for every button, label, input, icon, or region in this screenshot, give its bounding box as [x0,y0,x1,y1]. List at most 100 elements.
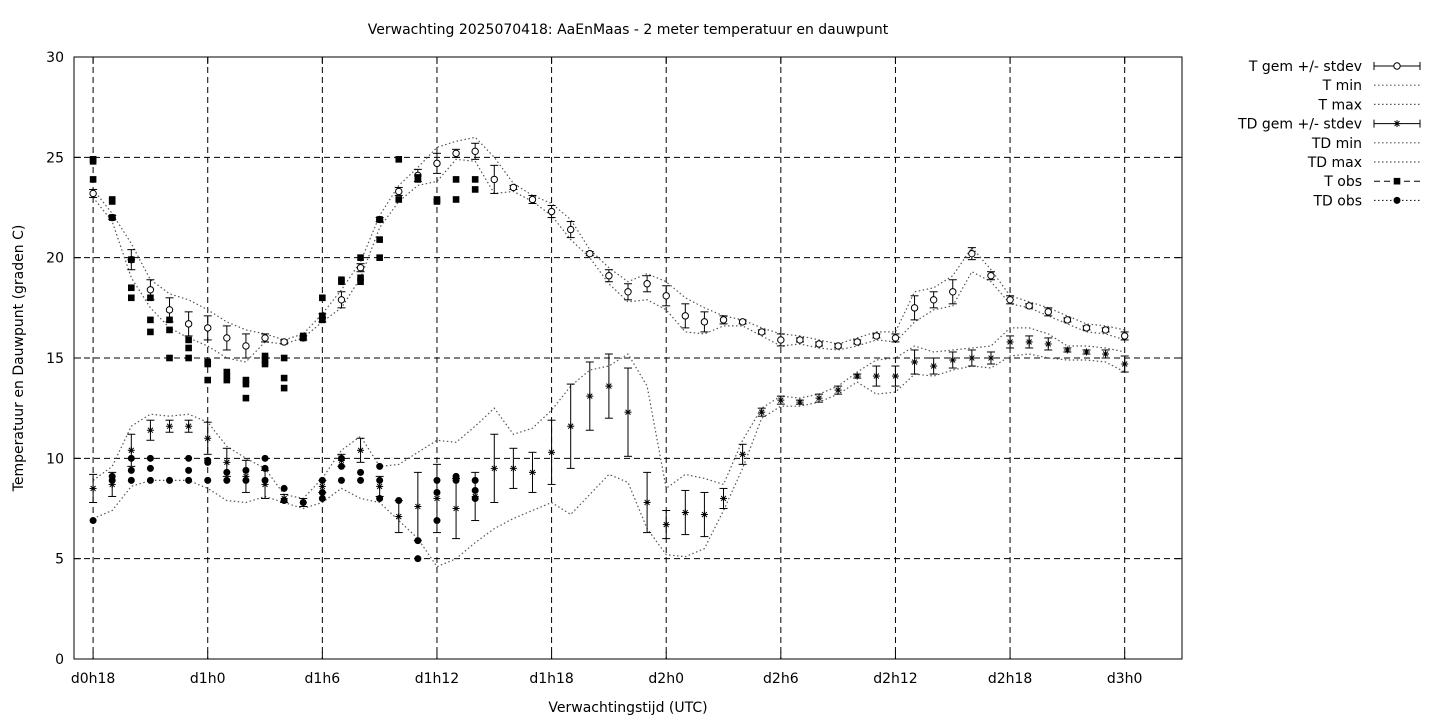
t-obs-point [376,216,383,223]
t-gem-stdev-point [662,292,670,300]
td-gem-stdev-point [1121,361,1128,367]
t-gem-stdev-point [929,296,938,304]
td-obs-point [337,462,345,470]
td-gem-stdev-point [797,399,803,405]
t-gem-stdev-point [433,159,441,168]
t-gem-stdev-point [1120,332,1129,340]
td-gem-stdev-point [434,495,440,502]
t-obs-point [280,384,288,392]
legend-label-td-min: TD min [1311,136,1362,152]
td-gem-stdev-point [854,373,861,379]
t-max-line [92,136,1125,345]
t-gem-stdev-point [777,336,785,344]
td-gem-stdev-point [1007,339,1013,345]
x-tick-label: d1h6 [305,671,341,687]
legend-label-t-min: T min [1322,78,1362,94]
td-gem-stdev-point [892,373,899,379]
t-obs-point [185,344,192,352]
t-obs-point [204,358,212,366]
t-obs-point [147,294,154,302]
t-gem-stdev-point [337,296,346,304]
t-obs-point [242,380,250,388]
t-gem-stdev-point [242,342,250,350]
td-gem-stdev-point [415,503,421,510]
td-gem-stdev-point [548,449,555,456]
t-gem-stdev-point [223,334,231,342]
t-obs-point [357,274,364,282]
t-obs-point [433,198,441,205]
td-gem-stdev-point [147,427,154,434]
t-gem-stdev-point [1044,308,1052,316]
t-obs-point [166,354,173,362]
td-gem-stdev-point [835,387,841,393]
td-obs-point [299,498,307,506]
td-obs-point [108,472,116,480]
legend-marker-td-obs [1393,196,1401,204]
t-obs-point [128,256,135,263]
t-gem-stdev-point [146,286,155,294]
t-obs-point [223,376,231,384]
td-gem-stdev-point [1083,349,1090,355]
t-gem-stdev-point [910,304,919,312]
td-obs-point [261,476,269,484]
t-gem-stdev-point [624,288,632,296]
td-obs-point [337,476,345,484]
t-gem-stdev-point [280,338,288,346]
td-obs-point [337,454,345,462]
t-obs-point [280,354,288,362]
td-obs-point [242,466,250,474]
t-obs-point [471,176,479,183]
t-obs-point [108,196,116,203]
td-gem-stdev-point [816,395,822,401]
legend-label-td-gem-stdev: TD gem +/- stdev [1237,117,1362,133]
t-obs-point [89,176,97,183]
td-obs-point [127,476,135,484]
t-obs-point [261,360,269,368]
td-gem-stdev-point [510,465,517,472]
t-gem-stdev-point [738,318,747,326]
td-obs-point [471,476,479,484]
t-gem-stdev-point [968,249,976,258]
t-obs-point [338,278,345,286]
td-gem-stdev-point [682,509,689,516]
t-gem-stdev-point [796,336,804,344]
td-gem-stdev-point [586,393,593,399]
legend-label-t-gem-stdev: T gem +/- stdev [1248,59,1362,75]
t-obs-point [89,156,97,163]
td-gem-stdev-point [949,357,956,363]
td-gem-stdev-point [1045,341,1052,347]
td-gem-stdev-point [1102,351,1109,357]
t-gem-stdev-point [471,147,479,156]
td-gem-stdev-point [988,355,994,361]
td-obs-point [127,454,135,462]
td-gem-stdev-point [663,521,670,528]
t-gem-stdev-point [758,328,766,336]
td-obs-point [185,466,193,474]
legend-label-t-max: T max [1317,97,1362,113]
series-marks [89,142,1129,563]
t-gem-stdev-point [395,187,403,196]
td-gem-stdev-point [376,483,383,490]
t-gem-stdev-point [261,334,269,342]
td-obs-point [433,517,441,525]
t-obs-point [319,312,326,320]
td-obs-point [280,484,288,492]
td-obs-point [318,494,326,502]
t-obs-point [242,394,250,402]
td-obs-point [185,454,193,462]
t-obs-point [452,196,460,203]
t-gem-stdev-point [605,272,613,280]
td-obs-point [204,476,212,484]
td-gem-stdev-point [606,383,612,389]
t-obs-point [452,176,460,183]
t-obs-point [395,196,403,203]
t-min-line [92,158,1125,363]
td-gem-stdev-point [1064,347,1071,353]
axis-ticks: 0 5 10 15 20 25 30 d0h18 d1h0 d1h6 d1h12 d1h18 d2h0 d… [46,50,1182,687]
td-obs-point [318,488,326,496]
td-gem-stdev-point [644,499,650,506]
td-obs-point [223,476,231,484]
td-obs-point [146,464,154,472]
td-obs-point [89,517,97,525]
td-gem-stdev-point [319,483,326,490]
